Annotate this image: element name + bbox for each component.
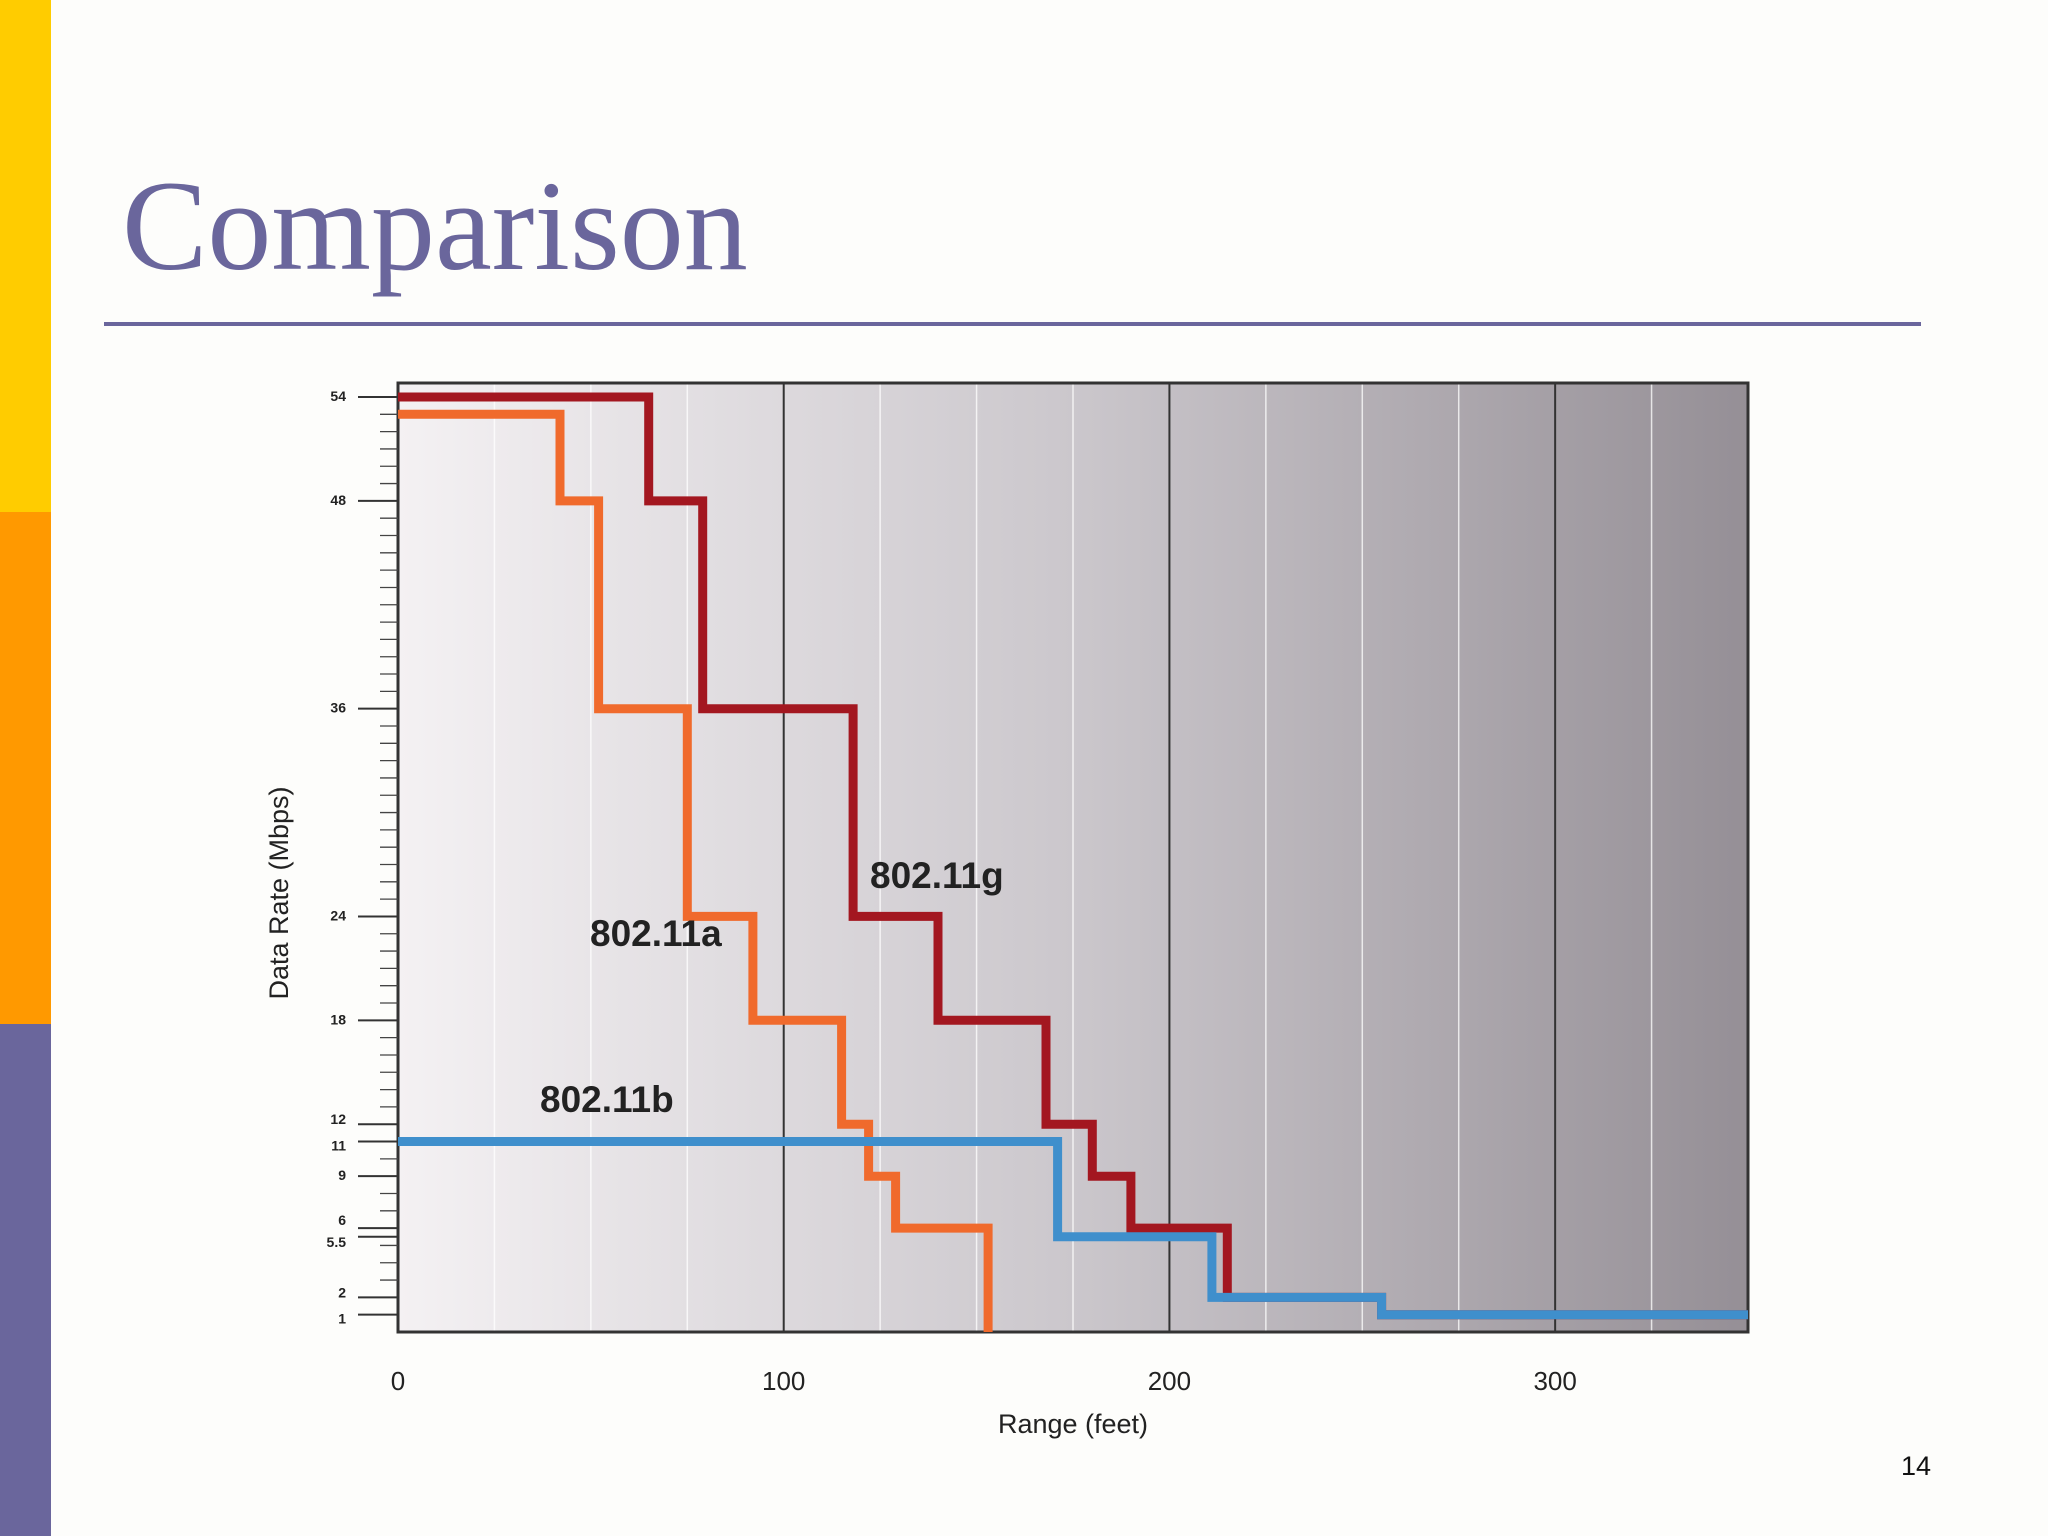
page-number: 14: [1900, 1451, 1931, 1481]
accent-bar-orange: [0, 512, 51, 1024]
slide-title: Comparison: [122, 155, 748, 297]
accent-bar-purple: [0, 1024, 51, 1536]
y-tick-label: 9: [338, 1167, 346, 1183]
x-tick-label: 100: [762, 1366, 805, 1396]
series-line-802-11b: [398, 1137, 1748, 1320]
y-tick-label: 5.5: [327, 1234, 347, 1250]
x-tick-label: 300: [1533, 1366, 1576, 1396]
accent-bar-yellow: [0, 0, 51, 512]
y-tick-label: 48: [330, 492, 346, 508]
x-axis-label: Range (feet): [998, 1409, 1148, 1439]
y-tick-label: 12: [330, 1111, 346, 1127]
y-tick-label: 18: [330, 1011, 346, 1027]
y-tick-label: 54: [330, 388, 346, 404]
y-tick-label: 11: [331, 1138, 346, 1154]
y-tick-label: 36: [330, 700, 346, 716]
plot-frame: [396, 381, 1750, 1334]
series-line-802-11g: [398, 392, 1748, 1320]
series-label-802-11b: 802.11b: [540, 1079, 674, 1120]
y-tick-label: 1: [338, 1311, 346, 1327]
x-tick-label: 0: [391, 1366, 405, 1396]
y-tick-label: 2: [338, 1284, 346, 1300]
y-axis-label: Data Rate (Mbps): [264, 786, 294, 999]
y-tick-label: 24: [330, 907, 346, 923]
title-divider: [104, 322, 1921, 326]
x-tick-label: 200: [1148, 1366, 1191, 1396]
y-tick-label: 6: [338, 1212, 346, 1228]
series-line-802-11a: [398, 409, 993, 1332]
series-label-802-11a: 802.11a: [590, 913, 722, 954]
series-label-802-11g: 802.11g: [870, 855, 1004, 896]
